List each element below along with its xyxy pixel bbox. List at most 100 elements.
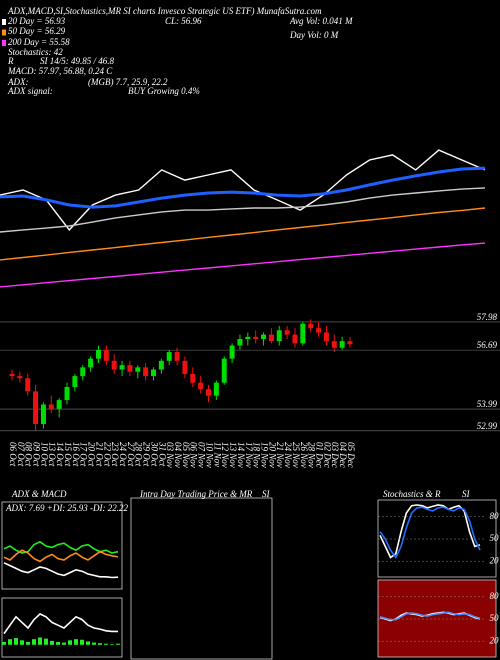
candle-body bbox=[284, 330, 290, 335]
histogram-bar bbox=[26, 642, 30, 645]
x-tick-label: 27 Oct bbox=[126, 442, 136, 467]
candle-body bbox=[33, 391, 39, 425]
histogram-bar bbox=[44, 638, 48, 645]
candle-body bbox=[95, 349, 101, 359]
y-tick-label: 52.99 bbox=[477, 421, 498, 431]
annotation: SI 14/5: 49.85 / 46.8 bbox=[40, 56, 114, 66]
x-tick-label: 06 Nov bbox=[189, 442, 199, 468]
x-tick-label: 05 Dec bbox=[346, 442, 356, 468]
annotation: (MGB) 7.7, 25.9, 22.2 bbox=[88, 77, 168, 87]
x-tick-label: 01 Dec bbox=[314, 442, 324, 468]
x-tick-label: 04 Dec bbox=[338, 442, 348, 468]
candle-body bbox=[331, 341, 337, 348]
candle-body bbox=[339, 341, 345, 348]
candle-body bbox=[135, 367, 141, 372]
x-tick-label: 11 Nov bbox=[212, 442, 222, 467]
candle-body bbox=[323, 332, 329, 342]
x-tick-label: 24 Nov bbox=[283, 442, 293, 468]
candle-body bbox=[40, 404, 46, 425]
series-line bbox=[379, 611, 481, 621]
histogram-bar bbox=[104, 643, 108, 645]
series-line bbox=[3, 613, 118, 635]
annotation: Avg Vol: 0.041 M bbox=[289, 16, 353, 26]
y-tick-label: 50 bbox=[490, 533, 500, 543]
y-tick-label: 50 bbox=[490, 613, 500, 623]
histogram-bar bbox=[2, 642, 6, 645]
annotation: ADX signal: bbox=[7, 86, 53, 96]
series-line bbox=[0, 242, 486, 288]
histogram-bar bbox=[116, 643, 120, 645]
candle-body bbox=[206, 389, 212, 396]
histogram-bar bbox=[110, 644, 114, 645]
x-tick-label: 20 Nov bbox=[267, 442, 277, 468]
series-line bbox=[0, 187, 486, 233]
candle-body bbox=[229, 345, 235, 359]
candle-body bbox=[261, 334, 267, 339]
histogram-bar bbox=[38, 637, 42, 645]
panel-subtitle: ADX: 7.69 +DI: 25.93 -DI: 22.22 bbox=[5, 503, 129, 513]
candle-body bbox=[308, 323, 314, 329]
x-tick-label: 10 Nov bbox=[204, 442, 214, 468]
histogram-bar bbox=[56, 642, 60, 645]
x-tick-label: 02 Dec bbox=[322, 442, 332, 468]
candle-body bbox=[25, 378, 31, 392]
candle-body bbox=[72, 376, 78, 387]
x-tick-label: 24 Oct bbox=[118, 442, 128, 467]
series-line bbox=[3, 549, 119, 563]
histogram-bar bbox=[80, 639, 84, 645]
candle-body bbox=[127, 365, 133, 372]
x-tick-label: 07 Oct bbox=[16, 442, 26, 467]
candle-body bbox=[166, 352, 172, 361]
y-tick-label: 20 bbox=[490, 555, 500, 565]
x-tick-label: 28 Oct bbox=[134, 442, 144, 467]
x-tick-label: 06 Oct bbox=[8, 442, 18, 467]
candle-body bbox=[64, 387, 70, 401]
series-line bbox=[0, 166, 486, 209]
histogram-bar bbox=[68, 640, 72, 645]
x-tick-label: 12 Nov bbox=[220, 442, 230, 468]
panel-frame bbox=[1, 597, 123, 658]
candle-body bbox=[198, 382, 204, 390]
x-tick-label: 14 Nov bbox=[236, 442, 246, 468]
histogram-bar bbox=[74, 639, 78, 645]
x-tick-label: 26 Nov bbox=[299, 442, 309, 468]
annotation: BUY Growing 0.4% bbox=[128, 86, 200, 96]
y-tick-label: 80 bbox=[490, 511, 500, 521]
histogram-bar bbox=[32, 639, 36, 645]
x-tick-label: 15 Oct bbox=[63, 442, 73, 467]
panel-title: SI bbox=[462, 489, 471, 499]
candle-body bbox=[347, 341, 353, 345]
candle-body bbox=[48, 404, 54, 409]
candle-body bbox=[213, 382, 219, 396]
candle-body bbox=[268, 334, 274, 342]
candle-body bbox=[111, 360, 117, 370]
panel-frame bbox=[130, 497, 273, 660]
candle-body bbox=[158, 360, 164, 370]
x-tick-label: 17 Nov bbox=[244, 442, 254, 468]
candle-body bbox=[150, 369, 156, 377]
candle-body bbox=[237, 339, 243, 346]
x-tick-label: 22 Oct bbox=[102, 442, 112, 467]
candle-body bbox=[9, 373, 15, 377]
histogram-bar bbox=[50, 640, 54, 645]
x-tick-label: 30 Oct bbox=[149, 441, 159, 467]
annotation: 200 Day = 55.58 bbox=[8, 37, 70, 47]
annotation: R bbox=[7, 56, 14, 66]
histogram-bar bbox=[8, 639, 12, 645]
x-tick-label: 03 Dec bbox=[330, 442, 340, 468]
histogram-bar bbox=[98, 643, 102, 645]
x-tick-label: 04 Nov bbox=[173, 442, 183, 468]
x-tick-label: 10 Oct bbox=[39, 442, 49, 467]
x-tick-label: 21 Oct bbox=[94, 442, 104, 467]
panel-title: Stochastics & R bbox=[383, 489, 441, 499]
x-tick-label: 03 Nov bbox=[165, 442, 175, 468]
panel-frame bbox=[1, 501, 123, 590]
y-tick-label: 56.69 bbox=[477, 340, 498, 350]
candle-body bbox=[182, 360, 188, 374]
panel-title: ADX & MACD bbox=[11, 489, 67, 499]
x-tick-label: 23 Oct bbox=[110, 442, 120, 467]
x-tick-label: 18 Nov bbox=[252, 442, 262, 468]
annotation: MACD: 57.97, 56.88, 0.24 C bbox=[7, 66, 113, 76]
candle-body bbox=[253, 336, 259, 339]
x-tick-label: 13 Nov bbox=[228, 442, 238, 468]
